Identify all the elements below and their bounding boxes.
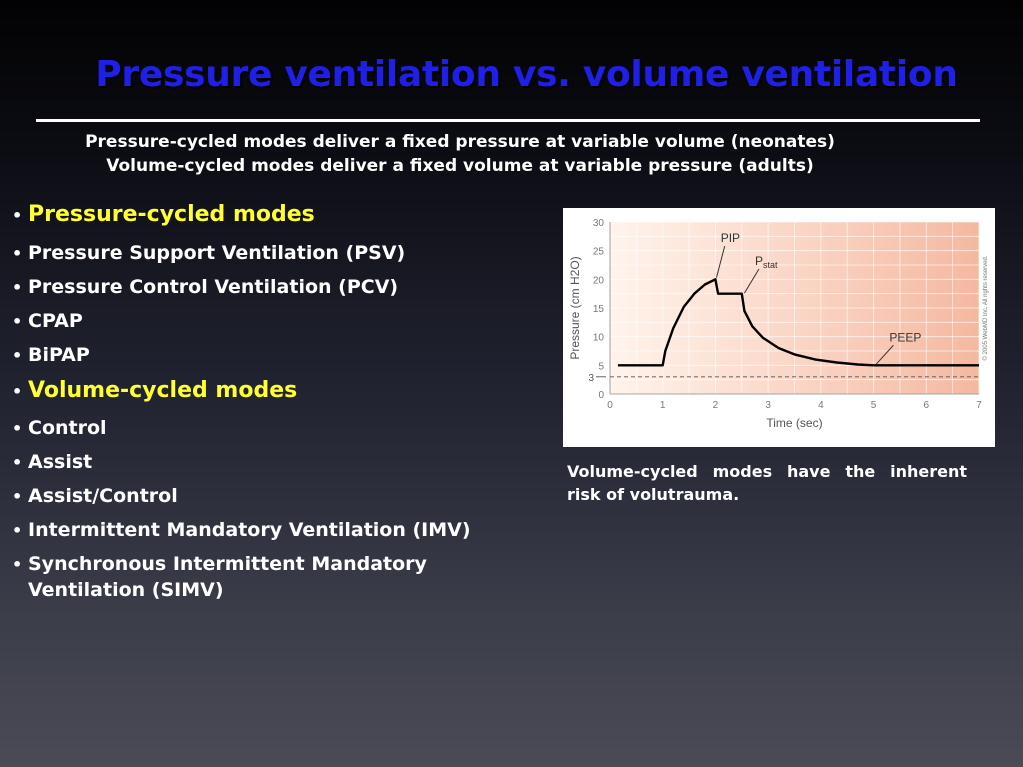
subtitle-line-1: Pressure-cycled modes deliver a fixed pr… (85, 132, 835, 152)
bullet-text: Ventilation (SIMV) (28, 579, 224, 601)
y-axis-label: Pressure (cm H2O) (568, 256, 582, 359)
annotation-label: PIP (721, 231, 740, 245)
bullet-item: • Pressure Control Ventilation (PCV) (12, 274, 398, 301)
slide-title: Pressure ventilation vs. volume ventilat… (95, 54, 958, 95)
bullet-item-continued: Ventilation (SIMV) (12, 577, 224, 603)
bullet-dot-icon: • (12, 346, 23, 365)
annotation-leader-line (743, 268, 760, 294)
bullet-dot-icon: • (12, 278, 23, 297)
chart-svg: 3 0 1 2 3 4 5 6 7 0 5 10 15 20 25 30 Time (sec) Pressure… (568, 218, 989, 430)
bullet-text: Assist (28, 451, 93, 473)
y-tick-label: 30 (593, 218, 605, 229)
bullet-text: BiPAP (28, 344, 90, 366)
y-tick-label: 25 (593, 247, 605, 258)
y-tick-label: 5 (598, 361, 604, 372)
y-tick-label: 0 (598, 390, 604, 401)
bullet-item: • CPAP (12, 308, 83, 335)
x-tick-label: 6 (924, 400, 930, 411)
bullet-text: Pressure-cycled modes (28, 202, 315, 227)
bullet-text: CPAP (28, 310, 83, 332)
bullet-text: Volume-cycled modes (28, 378, 298, 403)
x-tick-label: 1 (660, 400, 666, 411)
bullet-item: • Pressure-cycled modes (12, 202, 315, 229)
bullet-item: • Intermittent Mandatory Ventilation (IM… (12, 517, 471, 544)
reference-line-label: 3 (588, 373, 594, 384)
y-tick-label: 20 (593, 275, 605, 286)
x-tick-label: 2 (713, 400, 719, 411)
x-tick-label: 3 (765, 400, 771, 411)
bullet-item: • BiPAP (12, 342, 90, 369)
bullet-text: Pressure Control Ventilation (PCV) (28, 276, 399, 298)
bullet-dot-icon: • (12, 487, 23, 506)
subtitle-line-2: Volume-cycled modes deliver a fixed volu… (106, 156, 814, 176)
x-tick-label: 7 (976, 400, 982, 411)
bullet-dot-icon: • (12, 244, 23, 263)
reference-lines: 3 (588, 373, 979, 384)
chart-caption: Volume-cycled modes have the inherent ri… (567, 462, 967, 504)
y-tick-label: 15 (593, 304, 605, 315)
annotation-leader-line (875, 344, 894, 365)
bullet-item: • Assist/Control (12, 483, 178, 510)
x-tick-label: 5 (871, 400, 877, 411)
bullet-dot-icon: • (12, 555, 23, 574)
x-axis-label: Time (sec) (766, 416, 822, 430)
bullet-dot-icon: • (12, 521, 23, 540)
annotation-subscript: stat (763, 260, 778, 270)
bullet-dot-icon: • (12, 206, 23, 225)
pressure-curve (617, 278, 979, 367)
x-tick-label: 4 (818, 400, 824, 411)
bullet-text: Control (28, 417, 107, 439)
annotation-label: PEEP (889, 330, 921, 344)
bullet-text: Assist/Control (28, 485, 178, 507)
bullet-text: Intermittent Mandatory Ventilation (IMV) (28, 519, 471, 541)
bullet-item: • Synchronous Intermittent Mandatory (12, 551, 427, 578)
bullet-dot-icon: • (12, 382, 23, 401)
annotation-leader-line (715, 245, 726, 278)
bullet-item: • Assist (12, 449, 92, 476)
bullet-dot-icon: • (12, 419, 23, 438)
bullet-dot-icon: • (12, 312, 23, 331)
bullet-item: • Volume-cycled modes (12, 378, 297, 405)
y-tick-label: 10 (593, 333, 605, 344)
pressure-time-chart: 3 0 1 2 3 4 5 6 7 0 5 10 15 20 25 30 Time (sec) Pressure… (563, 208, 995, 447)
x-tick-label: 0 (607, 400, 613, 411)
bullet-text: Pressure Support Ventilation (PSV) (28, 242, 406, 264)
bullet-dot-icon: • (12, 453, 23, 472)
copyright-notice: © 2005 WebMD Inc. All rights reserved. (982, 255, 989, 360)
series-layer (617, 278, 979, 367)
bullet-item: • Pressure Support Ventilation (PSV) (12, 240, 405, 267)
title-divider (36, 119, 980, 122)
axes: 0 1 2 3 4 5 6 7 0 5 10 15 20 25 30 Time (sec) Pressure (… (568, 218, 982, 430)
bullet-item: • Control (12, 415, 107, 442)
bullet-text: Synchronous Intermittent Mandatory (28, 553, 427, 575)
